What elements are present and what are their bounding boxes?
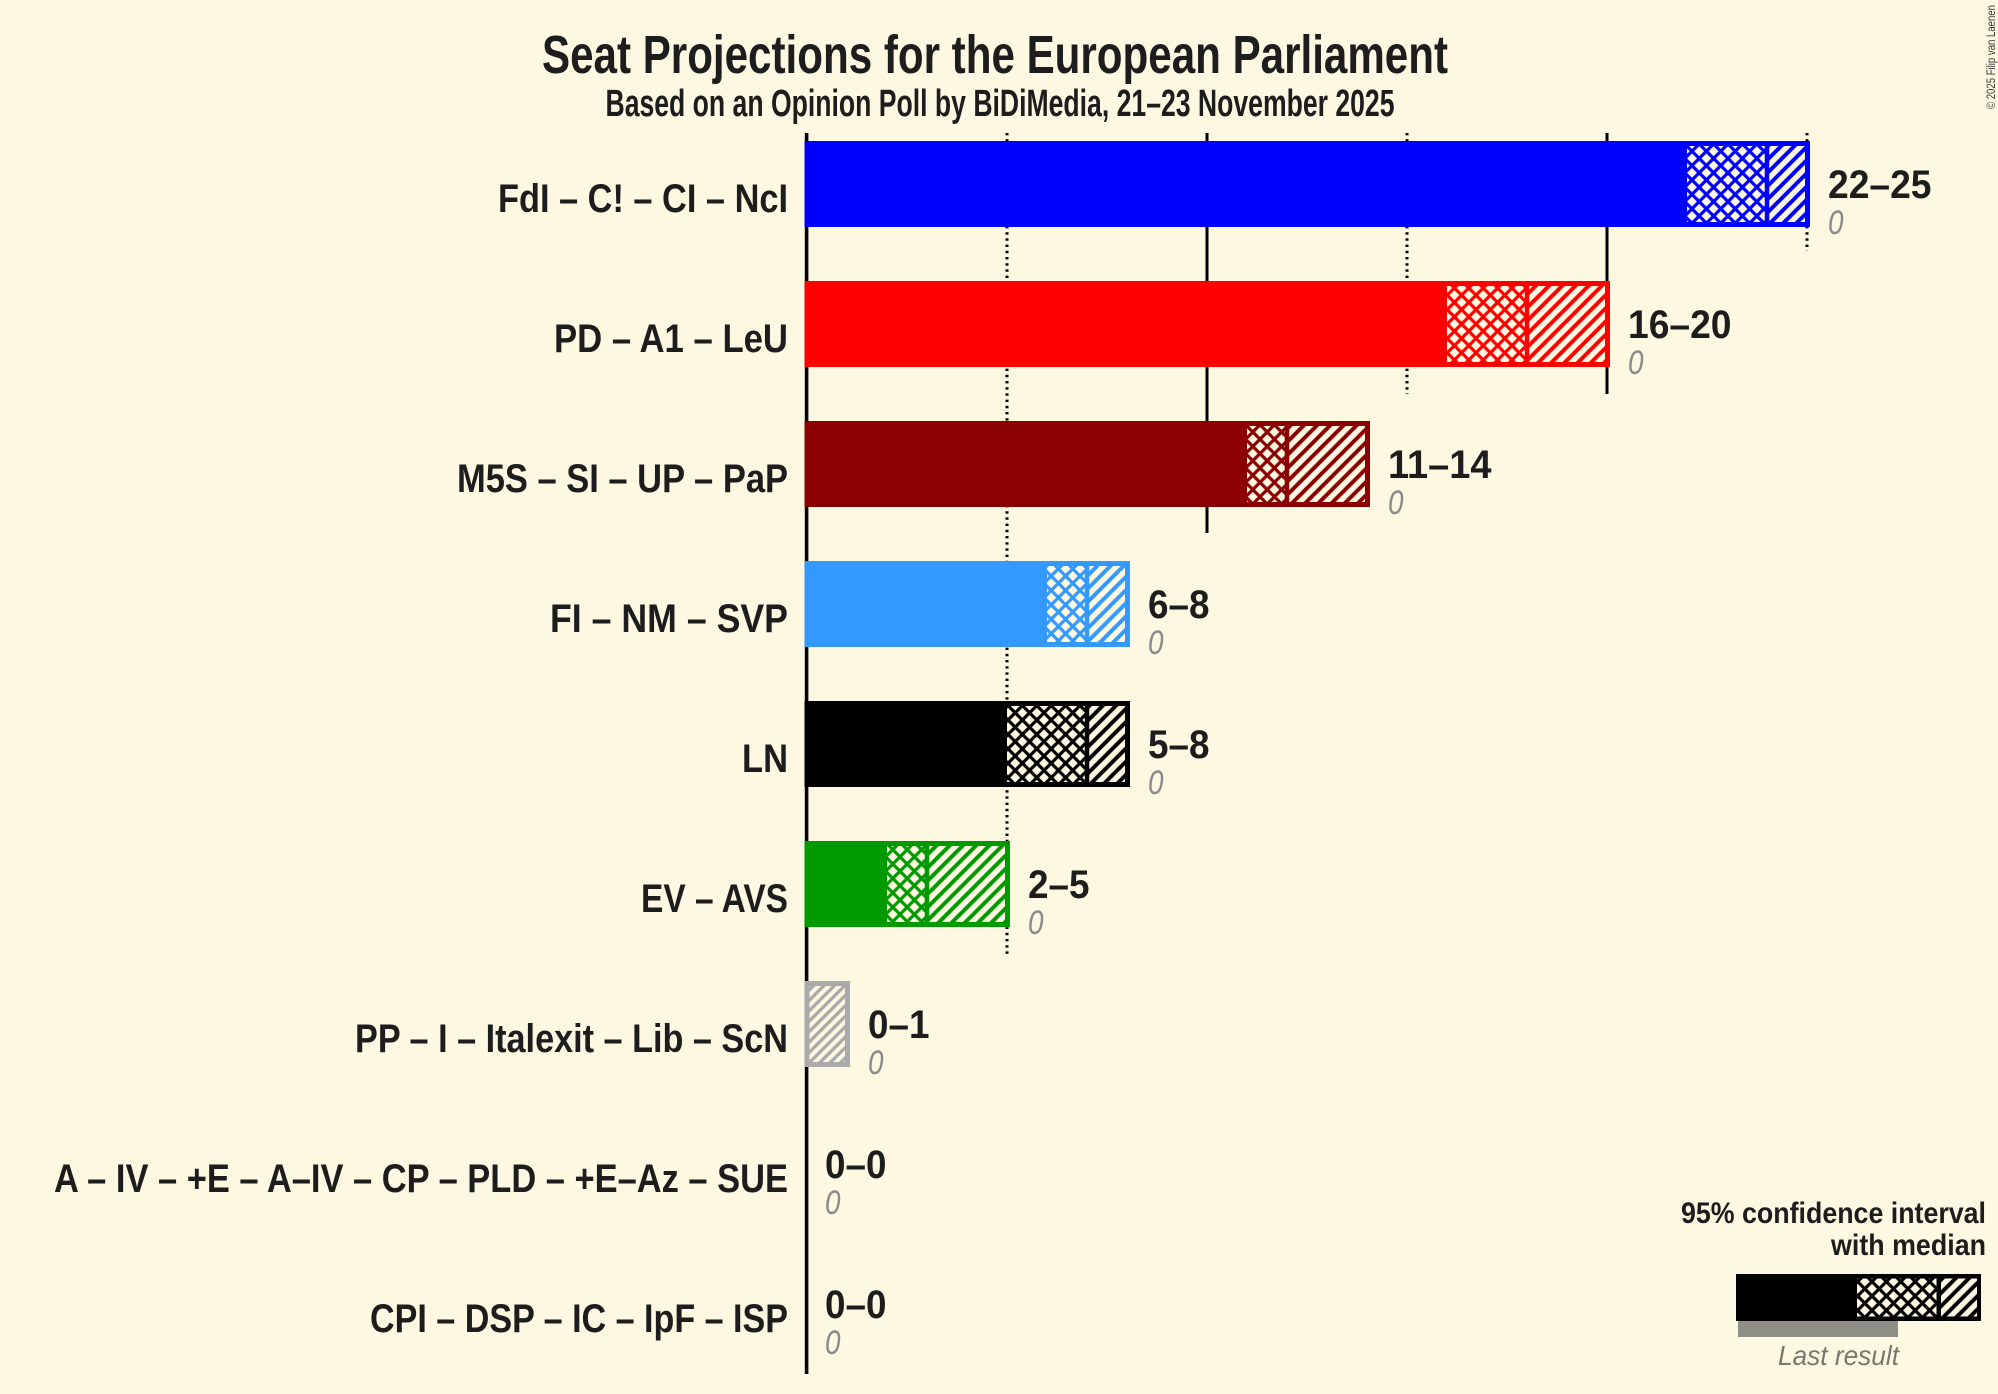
svg-text:0: 0	[1148, 624, 1164, 662]
svg-text:0: 0	[868, 1044, 884, 1082]
svg-text:6–8: 6–8	[1148, 583, 1210, 627]
svg-text:0: 0	[825, 1324, 841, 1362]
svg-text:16–20: 16–20	[1628, 303, 1732, 347]
svg-text:95% confidence interval: 95% confidence interval	[1681, 1197, 1986, 1230]
svg-text:LN: LN	[742, 737, 788, 781]
svg-text:FI – NM – SVP: FI – NM – SVP	[550, 597, 788, 641]
svg-text:CPI – DSP – IC – IpF – ISP: CPI – DSP – IC – IpF – ISP	[370, 1297, 788, 1341]
svg-text:0–0: 0–0	[825, 1143, 887, 1187]
svg-text:PD – A1 – LeU: PD – A1 – LeU	[554, 317, 788, 361]
svg-text:0: 0	[1148, 764, 1164, 802]
svg-text:0: 0	[1388, 484, 1404, 522]
svg-text:© 2025 Filip van Laenen: © 2025 Filip van Laenen	[1986, 5, 1998, 109]
svg-text:0: 0	[1628, 344, 1644, 382]
svg-text:FdI – C! – CI – NcI: FdI – C! – CI – NcI	[498, 177, 788, 221]
svg-text:with median: with median	[1830, 1229, 1986, 1262]
svg-text:5–8: 5–8	[1148, 723, 1210, 767]
svg-text:Seat Projections for the Europ: Seat Projections for the European Parlia…	[542, 25, 1448, 85]
svg-text:M5S – SI – UP – PaP: M5S – SI – UP – PaP	[457, 457, 788, 501]
svg-text:Last result: Last result	[1778, 1340, 1900, 1371]
svg-text:0: 0	[1828, 204, 1844, 242]
svg-text:0–1: 0–1	[868, 1003, 930, 1047]
svg-text:11–14: 11–14	[1388, 443, 1492, 487]
svg-text:0: 0	[1028, 904, 1044, 942]
svg-text:22–25: 22–25	[1828, 163, 1932, 207]
svg-text:PP – I – Italexit – Lib – ScN: PP – I – Italexit – Lib – ScN	[355, 1017, 788, 1061]
svg-text:0: 0	[825, 1184, 841, 1222]
svg-text:2–5: 2–5	[1028, 863, 1090, 907]
svg-text:0–0: 0–0	[825, 1283, 887, 1327]
svg-text:EV – AVS: EV – AVS	[641, 877, 788, 921]
svg-text:A – IV – +E – A–IV – CP – PLD: A – IV – +E – A–IV – CP – PLD – +E–Az – …	[54, 1157, 788, 1201]
svg-text:Based on an Opinion Poll by Bi: Based on an Opinion Poll by BiDiMedia, 2…	[606, 83, 1395, 125]
